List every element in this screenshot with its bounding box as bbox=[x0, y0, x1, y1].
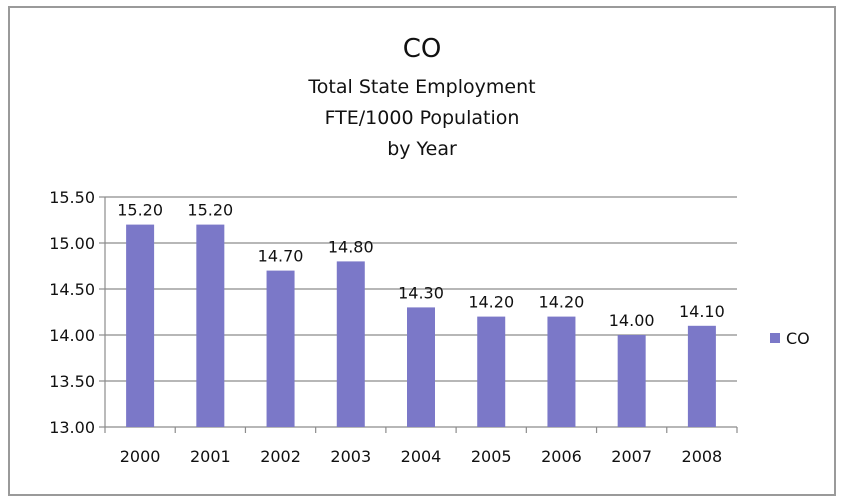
x-tick-label-2002: 2002 bbox=[260, 447, 301, 466]
data-label-2008: 14.10 bbox=[679, 302, 725, 321]
chart-svg: CO Total State Employment FTE/1000 Popul… bbox=[49, 34, 810, 466]
data-label-2005: 14.20 bbox=[468, 293, 514, 312]
bar-2001 bbox=[196, 224, 225, 427]
bars bbox=[126, 224, 716, 427]
chart-title: CO bbox=[403, 34, 442, 64]
chart-subtitle-line-1: Total State Employment bbox=[307, 76, 535, 98]
data-label-2004: 14.30 bbox=[398, 283, 444, 302]
y-tick-label: 14.50 bbox=[49, 280, 95, 299]
bar-2008 bbox=[687, 325, 716, 427]
x-tick-label-2001: 2001 bbox=[190, 447, 231, 466]
x-tick-label-2005: 2005 bbox=[471, 447, 512, 466]
data-label-2003: 14.80 bbox=[328, 237, 374, 256]
y-tick-label: 15.50 bbox=[49, 188, 95, 207]
chart-subtitle-line-2: FTE/1000 Population bbox=[325, 107, 520, 129]
data-label-2001: 15.20 bbox=[187, 201, 233, 220]
x-tick-label-2007: 2007 bbox=[611, 447, 652, 466]
y-tick-labels: 13.00 13.50 14.00 14.50 15.00 15.50 bbox=[49, 188, 95, 437]
y-tick-label: 13.50 bbox=[49, 372, 95, 391]
bar-2006 bbox=[547, 316, 576, 427]
y-tick-label: 13.00 bbox=[49, 418, 95, 437]
bar-2002 bbox=[266, 270, 295, 427]
legend-label: CO bbox=[786, 329, 810, 348]
legend: CO bbox=[770, 329, 810, 348]
data-label-2007: 14.00 bbox=[609, 311, 655, 330]
x-tick-label-2008: 2008 bbox=[682, 447, 723, 466]
bar-2004 bbox=[407, 307, 435, 427]
chart-subtitle-line-3: by Year bbox=[387, 138, 457, 160]
bar-2003 bbox=[336, 261, 365, 427]
x-tick-labels: 2000 2001 2002 2003 2004 2005 2006 2007 2008 bbox=[120, 447, 722, 466]
bar-2000 bbox=[126, 224, 155, 427]
x-tick-label-2004: 2004 bbox=[401, 447, 442, 466]
x-tick-label-2003: 2003 bbox=[330, 447, 371, 466]
data-label-2000: 15.20 bbox=[117, 201, 163, 220]
data-label-2002: 14.70 bbox=[258, 247, 304, 266]
data-label-2006: 14.20 bbox=[539, 293, 585, 312]
y-tick-label: 15.00 bbox=[49, 234, 95, 253]
legend-swatch bbox=[770, 333, 780, 343]
data-labels: 15.20 15.20 14.70 14.80 14.30 14.20 14.20 14.00… bbox=[117, 201, 725, 330]
bar-2005 bbox=[477, 316, 506, 427]
y-tick-label: 14.00 bbox=[49, 326, 95, 345]
bar-2007 bbox=[617, 335, 646, 427]
x-tick-label-2006: 2006 bbox=[541, 447, 582, 466]
x-tick-label-2000: 2000 bbox=[120, 447, 161, 466]
chart-frame: CO Total State Employment FTE/1000 Popul… bbox=[8, 6, 836, 496]
